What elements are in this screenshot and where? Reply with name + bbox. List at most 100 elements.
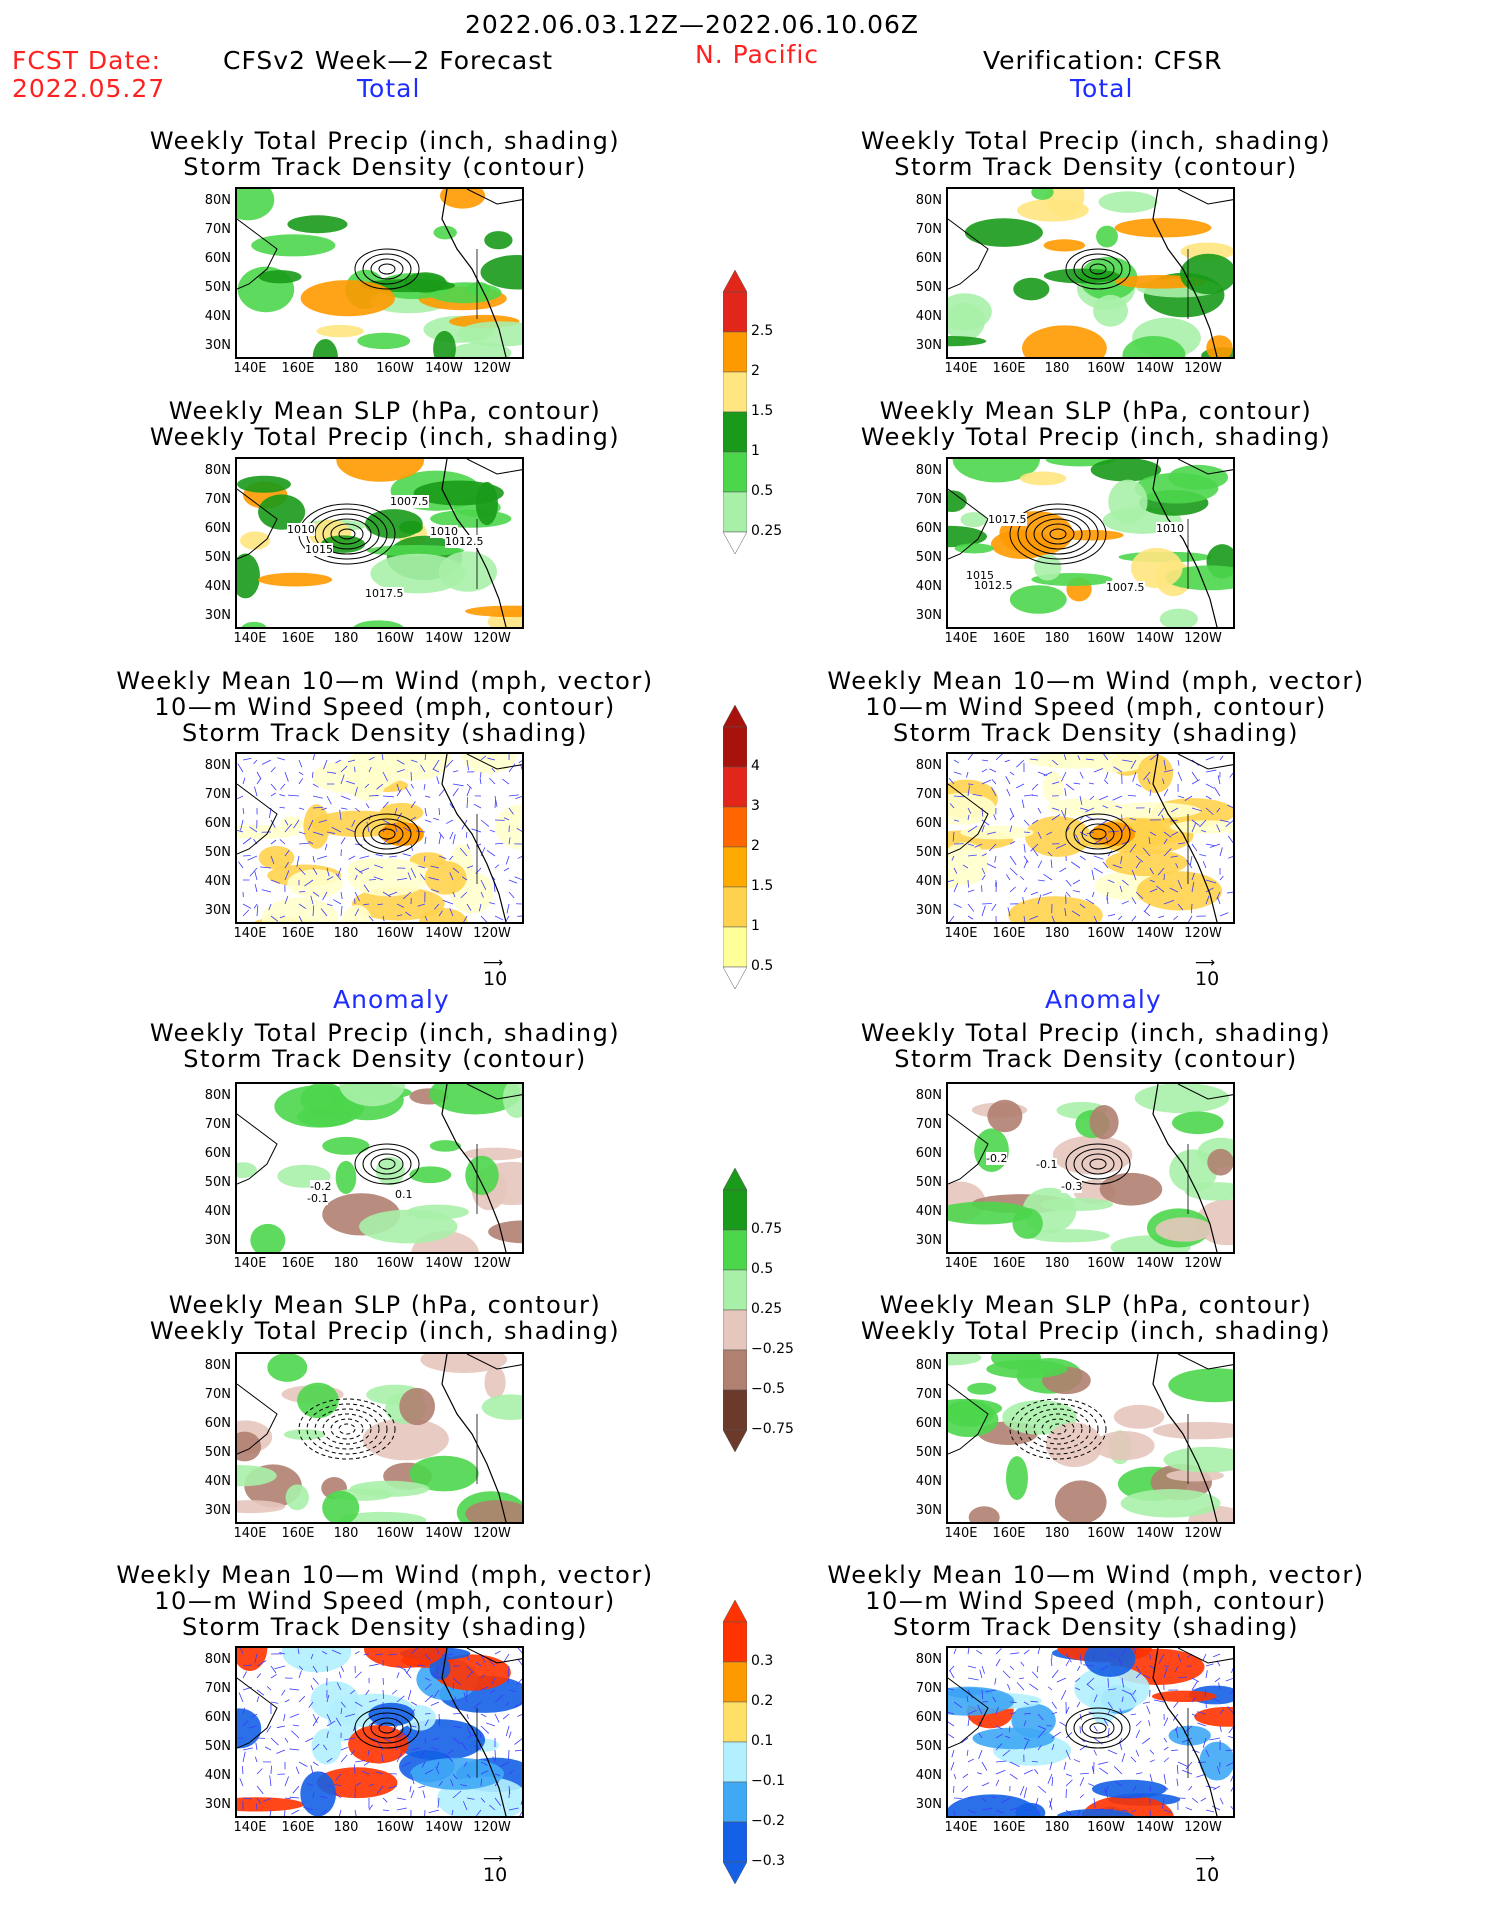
contour-label: 1010	[287, 523, 315, 536]
lon-label: 140E	[944, 1820, 978, 1835]
lat-label: 50N	[915, 1445, 942, 1460]
lat-label: 60N	[915, 1710, 942, 1725]
lat-label: 40N	[204, 579, 231, 594]
lat-label: 80N	[915, 1652, 942, 1667]
colorbar-label: 1	[751, 918, 760, 934]
colorbar-label: 0.3	[751, 1653, 774, 1669]
lon-label: 140W	[1136, 1256, 1174, 1271]
contour-label: 1010	[430, 525, 458, 538]
lat-label: 80N	[204, 463, 231, 478]
lon-label: 160W	[376, 361, 414, 376]
lon-label: 140W	[425, 1256, 463, 1271]
lon-label: 140W	[1136, 1526, 1174, 1541]
contour-label: 1017.5	[988, 513, 1027, 526]
lat-label: 80N	[915, 193, 942, 208]
lon-label: 140E	[233, 1526, 267, 1541]
contour-label: 1007.5	[1106, 581, 1145, 594]
lon-label: 160W	[1087, 926, 1125, 941]
panel-title-fc-precip: Weekly Total Precip (inch, shading) Storm…	[149, 127, 621, 181]
panel-title-ob-slp-anom: Weekly Mean SLP (hPa, contour) Weekly Tot…	[860, 1291, 1332, 1345]
lon-label: 120W	[1184, 926, 1222, 941]
lon-label: 140E	[944, 1526, 978, 1541]
lon-label: 140W	[1136, 926, 1174, 941]
lat-label: 60N	[915, 521, 942, 536]
colorbar-label: 0.5	[751, 483, 774, 499]
lon-label: 160W	[376, 1256, 414, 1271]
lon-label: 160E	[992, 361, 1026, 376]
lon-label: 180	[1044, 1256, 1070, 1271]
lon-label: 160W	[376, 1820, 414, 1835]
section-anomaly-right: Anomaly	[1045, 985, 1162, 1014]
lat-label: 60N	[204, 1710, 231, 1725]
lon-label: 180	[333, 1820, 359, 1835]
lon-label: 140W	[425, 1820, 463, 1835]
colorbar-label: 1.5	[751, 403, 774, 419]
panel-title-ob-precip-anom: Weekly Total Precip (inch, shading) Storm…	[860, 1019, 1332, 1073]
colorbar-precip-total	[722, 269, 748, 574]
contour-label: -0.1	[307, 1192, 329, 1205]
map-panel-ob-slp-anom	[946, 1352, 1235, 1524]
contour-label: 1015	[305, 543, 333, 556]
map-panel-ob-precip	[946, 187, 1235, 359]
lon-label: 140W	[1136, 1820, 1174, 1835]
region-label: N. Pacific	[695, 40, 820, 69]
colorbar-label: 2	[751, 838, 760, 854]
colorbar-label: 0.25	[751, 1301, 783, 1317]
lon-label: 160W	[1087, 1820, 1125, 1835]
lat-label: 60N	[204, 1146, 231, 1161]
contour-label: 1010	[1156, 522, 1184, 535]
lon-label: 140E	[944, 631, 978, 646]
lon-label: 140W	[425, 926, 463, 941]
panel-title-fc-wind-anom: Weekly Mean 10—m Wind (mph, vector) 10—m …	[116, 1561, 654, 1641]
lat-label: 70N	[915, 1681, 942, 1696]
lat-label: 40N	[915, 1768, 942, 1783]
lat-label: 70N	[915, 492, 942, 507]
colorbar-label: 1	[751, 443, 760, 459]
lat-label: 30N	[915, 608, 942, 623]
lon-label: 120W	[1184, 1820, 1222, 1835]
lat-label: 50N	[204, 1175, 231, 1190]
lon-label: 120W	[473, 361, 511, 376]
map-panel-fc-precip-anom	[235, 1082, 524, 1254]
lat-label: 50N	[915, 1175, 942, 1190]
lat-label: 60N	[204, 521, 231, 536]
lon-label: 160E	[281, 1820, 315, 1835]
lat-label: 60N	[915, 251, 942, 266]
panel-title-ob-precip: Weekly Total Precip (inch, shading) Storm…	[860, 127, 1332, 181]
section-total-right: Total	[1070, 74, 1134, 103]
lon-label: 180	[333, 631, 359, 646]
lat-label: 80N	[204, 1358, 231, 1373]
map-panel-ob-wind	[946, 752, 1235, 924]
lat-label: 80N	[915, 463, 942, 478]
lon-label: 140E	[233, 361, 267, 376]
contour-label: -0.2	[986, 1152, 1008, 1165]
lat-label: 80N	[204, 193, 231, 208]
map-panel-fc-precip	[235, 187, 524, 359]
lon-label: 160E	[992, 1526, 1026, 1541]
lat-label: 30N	[204, 1797, 231, 1812]
lat-label: 80N	[204, 1652, 231, 1667]
colorbar-precip-anom	[722, 1167, 748, 1472]
lat-label: 70N	[204, 1387, 231, 1402]
lat-label: 70N	[915, 1387, 942, 1402]
colorbar-label: 0.1	[751, 1733, 774, 1749]
lat-label: 40N	[204, 1768, 231, 1783]
lon-label: 180	[1044, 1526, 1070, 1541]
lon-label: 160E	[281, 1526, 315, 1541]
lon-label: 180	[333, 361, 359, 376]
lat-label: 40N	[915, 579, 942, 594]
panel-title-fc-slp: Weekly Mean SLP (hPa, contour) Weekly Tot…	[149, 397, 621, 451]
lat-label: 60N	[915, 816, 942, 831]
lat-label: 70N	[204, 1681, 231, 1696]
lon-label: 140W	[1136, 361, 1174, 376]
contour-label: 1015	[966, 569, 994, 582]
lon-label: 180	[1044, 1820, 1070, 1835]
contour-label: -0.3	[1061, 1180, 1083, 1193]
contour-label: 1007.5	[390, 495, 429, 508]
lon-label: 120W	[473, 1526, 511, 1541]
lat-label: 70N	[204, 222, 231, 237]
lon-label: 140E	[944, 926, 978, 941]
contour-label: 1012.5	[445, 535, 484, 548]
lon-label: 140W	[425, 1526, 463, 1541]
colorbar-label: −0.1	[751, 1773, 785, 1789]
